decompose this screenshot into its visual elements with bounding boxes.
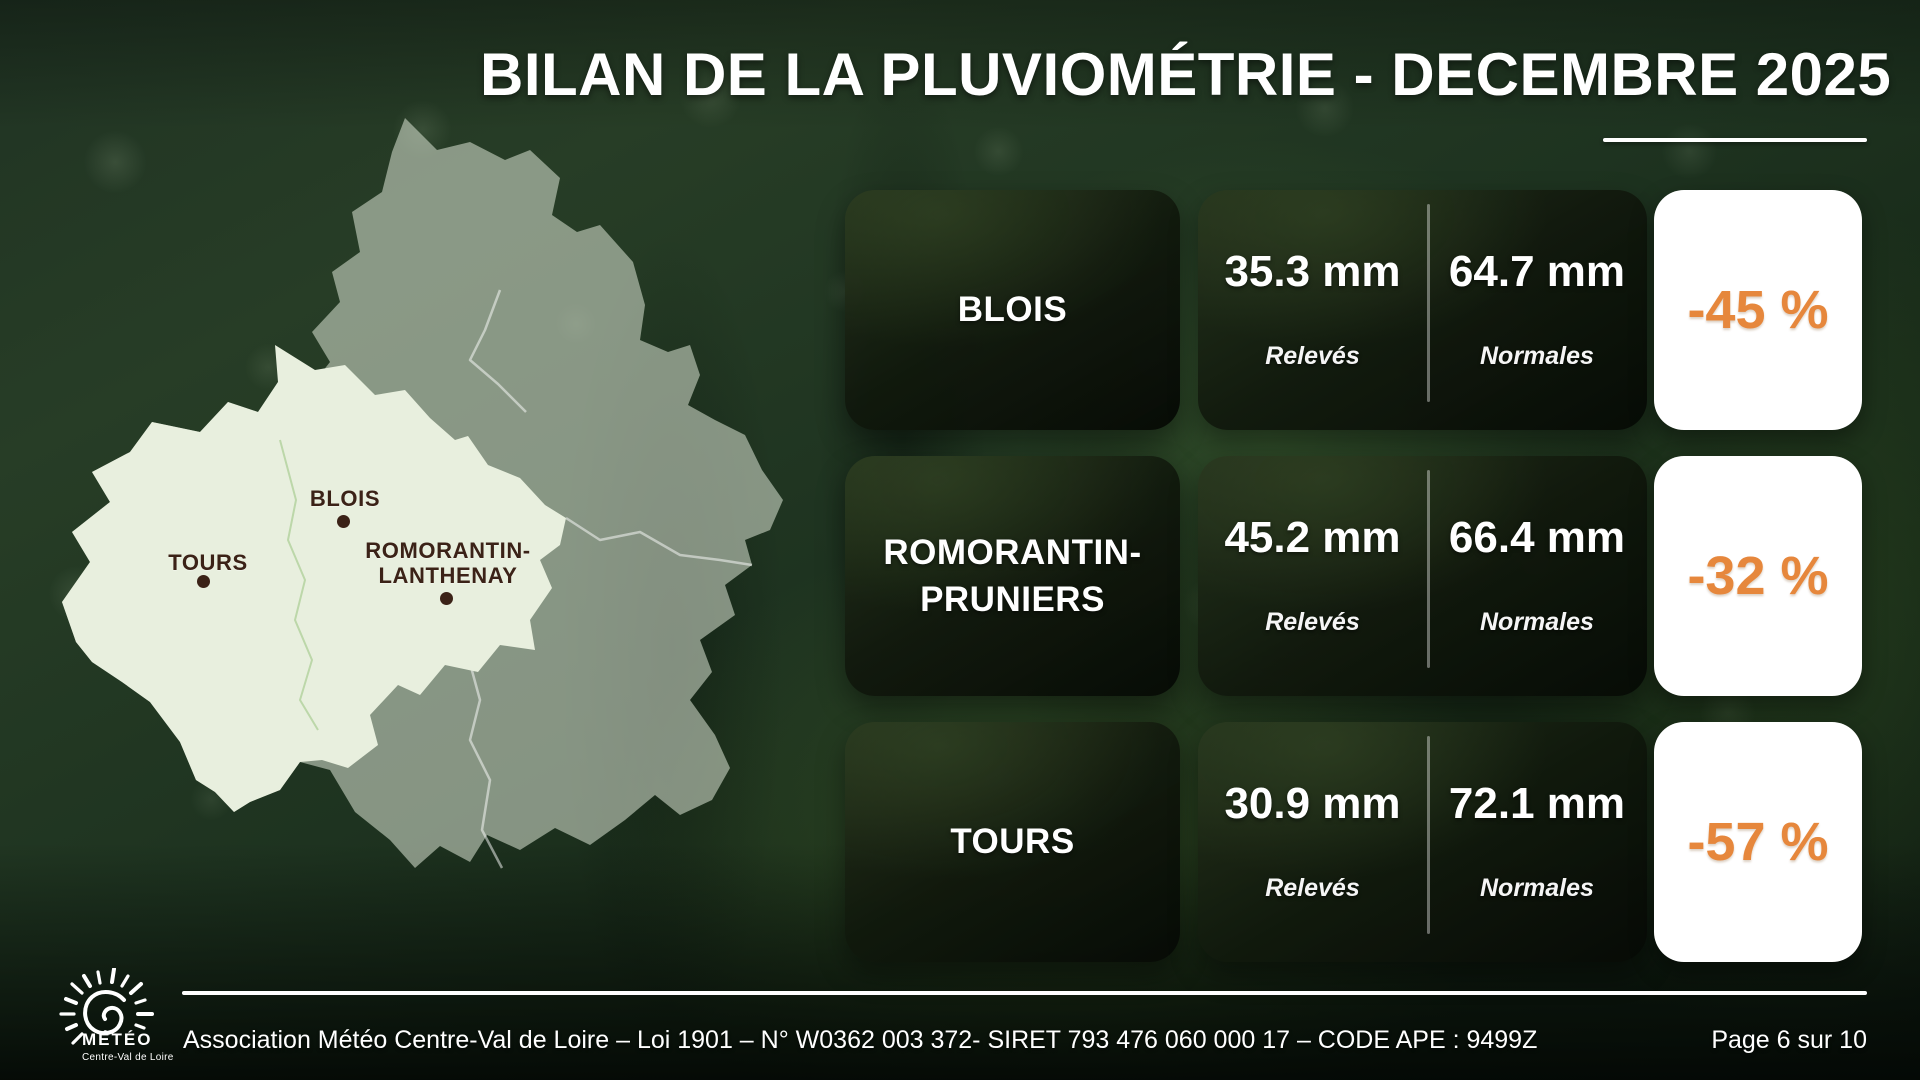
page-number: Page 6 sur 10 <box>1711 1026 1867 1054</box>
releves-value: 45.2 mm <box>1224 513 1401 562</box>
deficit-value: -32 % <box>1687 546 1829 606</box>
releves-label: Relevés <box>1265 874 1360 902</box>
map-city-blois-dot <box>337 515 350 528</box>
region-map: BLOIS TOURS ROMORANTIN- LANTHENAY <box>40 100 800 890</box>
deficit-card: -57 % <box>1654 722 1862 962</box>
map-city-blois-label: BLOIS <box>309 486 381 511</box>
normales-cell: 64.7 mm Normales <box>1427 190 1647 430</box>
map-city-tours: TOURS <box>128 550 288 575</box>
releves-cell: 45.2 mm Relevés <box>1198 456 1427 696</box>
normales-label: Normales <box>1480 342 1594 370</box>
map-city-romorantin-dot <box>440 592 453 605</box>
title-underline <box>1603 138 1867 142</box>
releves-label: Relevés <box>1265 608 1360 636</box>
releves-cell: 30.9 mm Relevés <box>1198 722 1427 962</box>
values-divider <box>1426 470 1430 668</box>
association-footer-text: Association Météo Centre-Val de Loire – … <box>183 1026 1538 1054</box>
station-name: TOURS <box>950 822 1075 862</box>
normales-cell: 72.1 mm Normales <box>1427 722 1647 962</box>
logo-subtitle: Centre-Val de Loire <box>82 1052 174 1063</box>
logo-title: MÉTÉO <box>82 1030 153 1049</box>
map-city-romorantin-label: ROMORANTIN- LANTHENAY <box>365 538 531 589</box>
station-name-card: TOURS <box>845 722 1180 962</box>
deficit-card: -45 % <box>1654 190 1862 430</box>
map-city-tours-dot <box>197 575 210 588</box>
station-values-card: 35.3 mm Relevés 64.7 mm Normales <box>1198 190 1647 430</box>
department-border-east <box>565 516 753 567</box>
map-city-romorantin: ROMORANTIN- LANTHENAY <box>338 538 558 589</box>
station-name: ROMORANTIN-PRUNIERS <box>883 532 1142 619</box>
meteo-logo: MÉTÉO Centre-Val de Loire <box>44 968 194 1072</box>
normales-label: Normales <box>1480 608 1594 636</box>
releves-value: 35.3 mm <box>1224 247 1401 296</box>
region-map-svg <box>62 118 783 869</box>
department-border-north <box>468 289 527 413</box>
station-name-card: BLOIS <box>845 190 1180 430</box>
department-border-south <box>466 655 504 869</box>
normales-label: Normales <box>1480 874 1594 902</box>
station-name: BLOIS <box>957 290 1068 330</box>
normales-value: 72.1 mm <box>1448 779 1626 828</box>
values-divider <box>1426 204 1430 402</box>
normales-cell: 66.4 mm Normales <box>1427 456 1647 696</box>
deficit-value: -45 % <box>1687 280 1829 340</box>
map-city-tours-label: TOURS <box>168 550 248 575</box>
map-city-blois: BLOIS <box>265 486 425 511</box>
station-row-tours: TOURS 30.9 mm Relevés 72.1 mm Normales -… <box>845 722 1862 962</box>
station-row-romorantin: ROMORANTIN-PRUNIERS 45.2 mm Relevés 66.4… <box>845 456 1862 696</box>
page-title: BILAN DE LA PLUVIOMÉTRIE - DECEMBRE 2025 <box>480 41 1892 108</box>
deficit-value: -57 % <box>1687 812 1829 872</box>
deficit-card: -32 % <box>1654 456 1862 696</box>
footer-divider-line <box>182 991 1867 995</box>
releves-label: Relevés <box>1265 342 1360 370</box>
station-values-card: 45.2 mm Relevés 66.4 mm Normales <box>1198 456 1647 696</box>
normales-value: 66.4 mm <box>1448 513 1626 562</box>
station-values-card: 30.9 mm Relevés 72.1 mm Normales <box>1198 722 1647 962</box>
highlighted-departments <box>62 345 566 812</box>
releves-value: 30.9 mm <box>1224 779 1401 828</box>
sun-spiral-icon <box>59 968 154 1045</box>
highlight-internal-border <box>279 439 319 731</box>
station-row-blois: BLOIS 35.3 mm Relevés 64.7 mm Normales -… <box>845 190 1862 430</box>
station-name-card: ROMORANTIN-PRUNIERS <box>845 456 1180 696</box>
releves-cell: 35.3 mm Relevés <box>1198 190 1427 430</box>
normales-value: 64.7 mm <box>1448 247 1626 296</box>
values-divider <box>1426 736 1430 934</box>
